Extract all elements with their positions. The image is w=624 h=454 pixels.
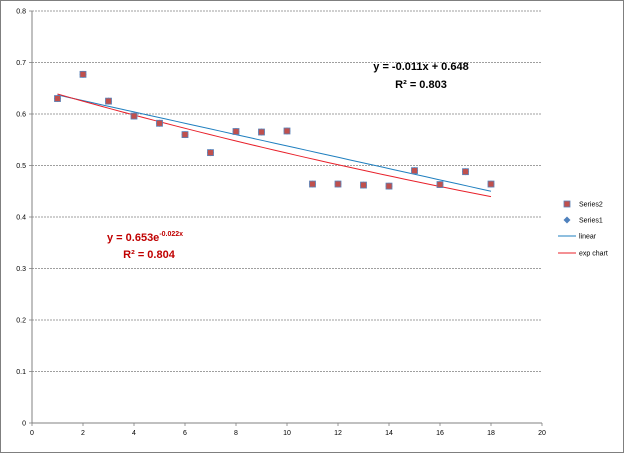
series2-point bbox=[105, 97, 112, 105]
y-tick-label: 0.4 bbox=[16, 215, 26, 222]
legend-label-linear: linear bbox=[579, 234, 597, 241]
series2-point bbox=[309, 180, 316, 188]
series2-point bbox=[207, 149, 214, 157]
series2-point bbox=[487, 180, 495, 188]
x-tick-label: 2 bbox=[81, 430, 85, 437]
annotation-layer: y = -0.011x + 0.648 R² = 0.803 y = 0.653… bbox=[107, 61, 469, 261]
x-tick-label: 6 bbox=[183, 430, 187, 437]
series2-point bbox=[436, 181, 444, 188]
series2-point bbox=[232, 128, 240, 135]
series2-point bbox=[156, 119, 163, 127]
points-layer bbox=[53, 70, 495, 190]
x-tick-label: 10 bbox=[283, 430, 291, 437]
grid-layer bbox=[32, 10, 542, 372]
x-tick-label: 4 bbox=[132, 430, 136, 437]
exp-trendline bbox=[57, 93, 492, 198]
y-tick-label: 0.1 bbox=[16, 369, 26, 376]
x-tick-label: 8 bbox=[234, 430, 238, 437]
x-tick-label: 0 bbox=[30, 430, 34, 437]
exp-r2-label: R² = 0.804 bbox=[123, 249, 176, 261]
legend-label-series2: Series2 bbox=[579, 202, 603, 209]
x-tick-label: 18 bbox=[487, 430, 495, 437]
x-tick-label: 14 bbox=[385, 430, 393, 437]
linear-equation-label: y = -0.011x + 0.648 bbox=[373, 61, 468, 73]
series2-point bbox=[385, 182, 393, 190]
series2-point bbox=[283, 127, 291, 135]
series2-point bbox=[334, 180, 342, 188]
y-tick-label: 0.8 bbox=[16, 9, 26, 16]
series2-point bbox=[181, 131, 189, 139]
linear-r2-label: R² = 0.803 bbox=[395, 79, 447, 91]
axes-layer: 0 0.1 0.2 0.3 0.4 0.5 0.6 0.7 0.8 0 2 4 6 8 10 12 14 16 18… bbox=[16, 9, 546, 438]
exp-equation-base: y = 0.653e bbox=[107, 232, 159, 244]
exp-equation-label: y = 0.653e-0.022x bbox=[107, 231, 183, 244]
x-tick-label: 20 bbox=[538, 430, 546, 437]
y-tick-label: 0.3 bbox=[16, 266, 26, 273]
series2-point bbox=[360, 181, 367, 189]
series2-point bbox=[130, 112, 138, 120]
series2-point bbox=[79, 70, 87, 78]
x-tick-label: 12 bbox=[334, 430, 342, 437]
legend-marker-series1 bbox=[563, 216, 571, 224]
series2-point bbox=[54, 95, 61, 102]
y-tick-label: 0.6 bbox=[16, 112, 26, 119]
y-tick-label: 0.7 bbox=[16, 60, 26, 67]
legend-marker-series2 bbox=[563, 200, 571, 208]
y-tick-label: 0.2 bbox=[16, 318, 26, 325]
trendline-layer bbox=[57, 93, 492, 198]
x-tick-label: 16 bbox=[436, 430, 444, 437]
series2-point bbox=[462, 168, 469, 176]
y-tick-label: 0.5 bbox=[16, 163, 26, 170]
series2-point bbox=[258, 128, 265, 136]
legend-label-exp: exp chart bbox=[579, 251, 608, 258]
legend-label-series1: Series1 bbox=[579, 218, 603, 225]
legend: Series2 Series1 linear exp chart bbox=[558, 200, 608, 258]
y-tick-label: 0 bbox=[22, 421, 26, 428]
exp-equation-exponent: -0.022x bbox=[159, 231, 183, 238]
linear-trendline bbox=[57, 94, 492, 192]
series2-point bbox=[411, 167, 418, 175]
